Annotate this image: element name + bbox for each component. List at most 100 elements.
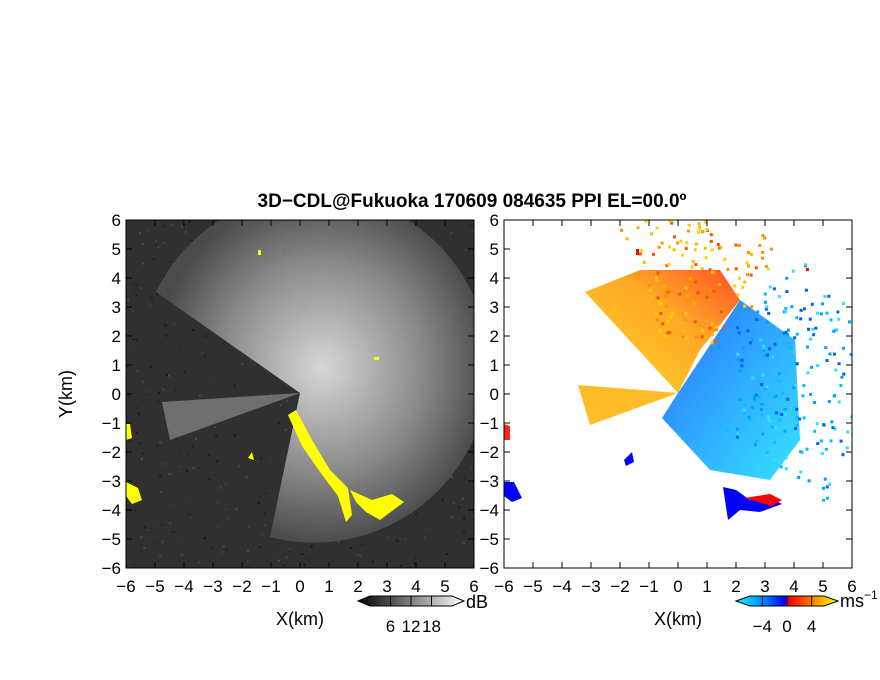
noise-speck xyxy=(459,523,462,526)
noise-speck xyxy=(182,506,185,509)
velocity-speck xyxy=(710,322,714,326)
velocity-speck xyxy=(714,325,718,329)
velocity-speck xyxy=(716,243,720,247)
velocity-speck xyxy=(698,225,702,229)
noise-speck xyxy=(450,231,453,234)
velocity-speck xyxy=(816,311,820,315)
velocity-speck xyxy=(665,264,669,268)
noise-speck xyxy=(142,380,145,383)
noise-speck xyxy=(163,386,166,389)
velocity-speck xyxy=(733,284,737,288)
noise-speck xyxy=(185,390,188,393)
velocity-speck xyxy=(788,344,792,348)
noise-speck xyxy=(139,470,142,473)
velocity-speck xyxy=(736,293,740,297)
velocity-speck xyxy=(833,427,837,431)
velocity-speck xyxy=(777,372,781,376)
noise-speck xyxy=(137,412,140,415)
velocity-speck xyxy=(750,305,754,309)
noise-speck xyxy=(179,452,182,455)
noise-speck xyxy=(184,315,187,318)
velocity-speck xyxy=(693,320,697,324)
velocity-colorbar-tick-label: 0 xyxy=(782,617,791,636)
noise-speck xyxy=(210,547,213,550)
velocity-speck xyxy=(865,387,868,390)
noise-speck xyxy=(172,530,175,533)
velocity-speck xyxy=(835,328,839,332)
intensity-x-tick-label: 5 xyxy=(440,577,449,596)
noise-speck xyxy=(130,527,133,530)
noise-speck xyxy=(264,492,267,495)
velocity-speck xyxy=(761,234,765,238)
velocity-speck xyxy=(662,337,666,341)
approaching-region-west xyxy=(578,385,678,425)
noise-speck xyxy=(247,549,250,552)
noise-speck xyxy=(414,556,417,559)
velocity-speck xyxy=(802,307,806,311)
velocity-speck xyxy=(788,347,792,351)
velocity-speck xyxy=(825,485,829,489)
velocity-panel: −6 −5 −4 −3 −2 −1 0 1 2 3 4 5 6 6 5 4 3 2 1 0 −1 −2 −3 −4 −5 −6 xyxy=(480,211,868,596)
noise-speck xyxy=(215,460,218,463)
velocity-speck xyxy=(839,384,843,388)
velocity-speck xyxy=(762,344,766,348)
velocity-x-tick-label: 3 xyxy=(760,577,769,596)
velocity-speck xyxy=(700,267,704,271)
noise-speck xyxy=(149,329,152,332)
velocity-speck xyxy=(746,273,750,277)
intensity-colorbar-tick-label: 18 xyxy=(422,617,441,636)
y-axis-label: Y(km) xyxy=(56,370,76,418)
velocity-speck xyxy=(771,355,775,359)
intensity-panel: −6 −5 −4 −3 −2 −1 0 1 2 3 4 5 6 6 5 4 3 2 1 0 −1 −2 −3 −4 −5 −6 xyxy=(102,211,479,596)
noise-speck xyxy=(310,545,313,548)
velocity-speck xyxy=(774,411,778,415)
velocity-speck xyxy=(664,304,668,308)
noise-speck xyxy=(262,418,265,421)
noise-speck xyxy=(285,543,288,546)
velocity-speck xyxy=(753,443,757,447)
velocity-speck xyxy=(841,302,845,306)
noise-speck xyxy=(204,335,207,338)
noise-speck xyxy=(451,515,454,518)
noise-speck xyxy=(254,475,257,478)
noise-speck xyxy=(130,422,133,425)
velocity-speck xyxy=(845,446,849,450)
noise-speck xyxy=(139,232,142,235)
velocity-speck xyxy=(656,296,660,300)
velocity-speck xyxy=(767,414,771,418)
velocity-speck xyxy=(696,299,700,303)
velocity-speck xyxy=(700,329,704,333)
velocity-x-tick-label: −5 xyxy=(523,577,542,596)
noise-speck xyxy=(259,496,262,499)
noise-speck xyxy=(169,260,172,263)
velocity-speck xyxy=(828,482,832,486)
velocity-speck xyxy=(755,439,759,443)
noise-speck xyxy=(197,466,200,469)
noise-speck xyxy=(162,242,165,245)
velocity-speck xyxy=(824,346,828,350)
noise-speck xyxy=(132,310,135,313)
velocity-speck xyxy=(649,232,653,236)
velocity-speck xyxy=(807,479,811,483)
velocity-speck xyxy=(707,299,711,303)
velocity-speck xyxy=(825,311,829,315)
noise-speck xyxy=(162,225,165,228)
velocity-speck xyxy=(774,426,778,430)
velocity-speck xyxy=(795,316,799,320)
noise-speck xyxy=(133,562,136,565)
velocity-speck xyxy=(783,407,787,411)
noise-speck xyxy=(361,543,364,546)
velocity-fringes xyxy=(504,249,809,520)
noise-speck xyxy=(373,563,376,566)
noise-speck xyxy=(158,425,161,428)
noise-speck xyxy=(263,512,266,515)
velocity-speck xyxy=(744,376,748,380)
velocity-speck xyxy=(837,362,841,366)
noise-speck xyxy=(215,435,218,438)
noise-speck xyxy=(396,558,399,561)
velocity-speck xyxy=(781,391,785,395)
noise-speck xyxy=(153,525,156,528)
velocity-speck xyxy=(690,265,694,269)
velocity-speck xyxy=(743,280,747,284)
velocity-speck xyxy=(763,292,767,296)
